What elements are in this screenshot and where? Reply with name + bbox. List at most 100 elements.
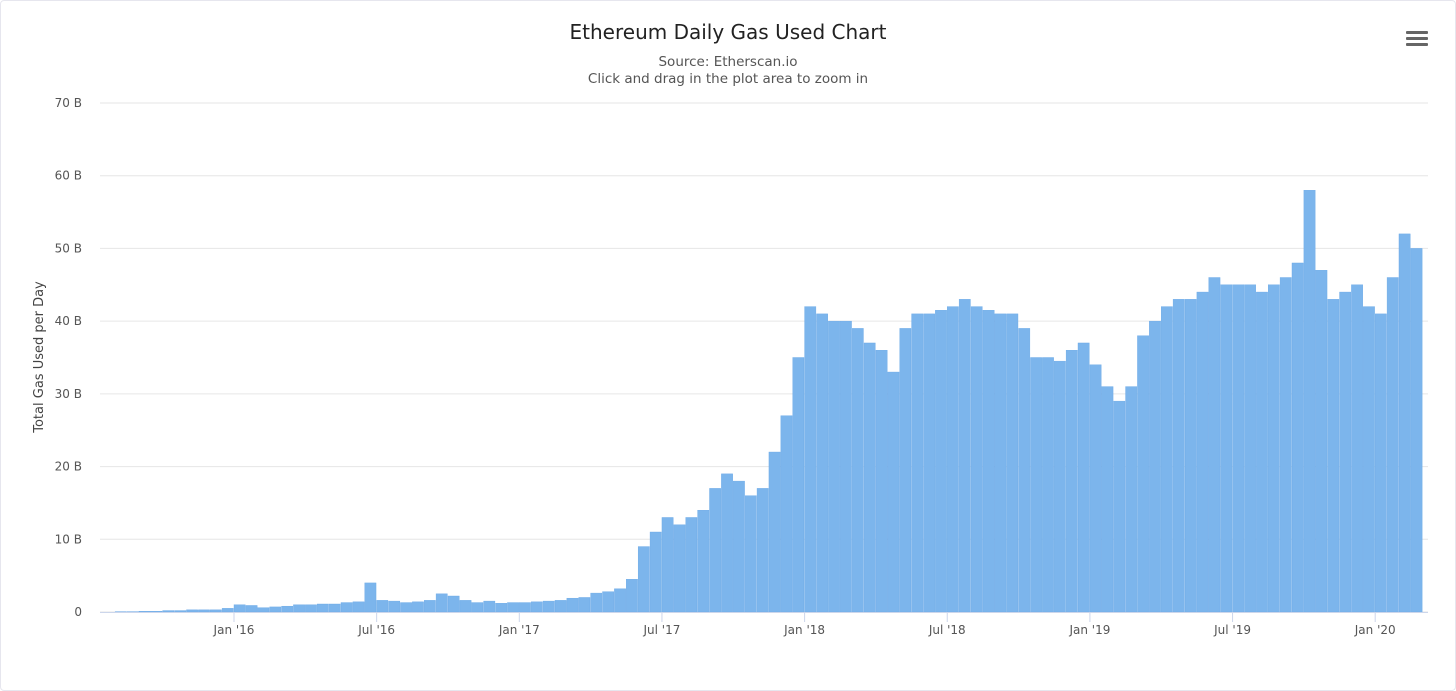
bar[interactable] — [162, 610, 175, 613]
bar[interactable] — [721, 473, 733, 613]
bar[interactable] — [590, 592, 603, 613]
bar[interactable] — [1006, 313, 1019, 613]
bar[interactable] — [935, 310, 947, 613]
bar[interactable] — [471, 602, 484, 613]
bar[interactable] — [257, 607, 270, 613]
bar[interactable] — [1279, 277, 1292, 613]
bar[interactable] — [709, 488, 721, 613]
bar[interactable] — [1030, 357, 1042, 613]
bar[interactable] — [840, 320, 852, 613]
bar[interactable] — [1220, 284, 1233, 613]
bar[interactable] — [1113, 400, 1126, 613]
bar[interactable] — [911, 313, 924, 613]
bar[interactable] — [1101, 386, 1114, 613]
bar[interactable] — [1244, 284, 1256, 613]
bar[interactable] — [1065, 350, 1078, 613]
bar[interactable] — [958, 299, 971, 613]
bar[interactable] — [210, 609, 222, 613]
bar[interactable] — [317, 603, 329, 613]
bar[interactable] — [1077, 342, 1090, 613]
bar[interactable] — [792, 357, 805, 613]
bar[interactable] — [447, 595, 460, 613]
bar[interactable] — [412, 601, 424, 613]
hamburger-menu-icon[interactable] — [1406, 31, 1428, 47]
bar[interactable] — [851, 328, 864, 613]
bar[interactable] — [483, 600, 496, 613]
bar[interactable] — [828, 320, 840, 613]
bar[interactable] — [233, 604, 246, 613]
bar[interactable] — [1137, 335, 1149, 613]
bar[interactable] — [1351, 284, 1363, 613]
bar[interactable] — [923, 313, 935, 613]
bar[interactable] — [1339, 291, 1352, 613]
bar[interactable] — [994, 313, 1007, 613]
bar[interactable] — [744, 495, 757, 613]
bar[interactable] — [293, 604, 305, 613]
bar[interactable] — [186, 609, 198, 613]
bar[interactable] — [970, 306, 983, 613]
bar[interactable] — [1374, 313, 1387, 613]
bar[interactable] — [733, 480, 745, 613]
bar[interactable] — [1291, 262, 1304, 613]
bar[interactable] — [1042, 357, 1054, 613]
bar[interactable] — [1256, 291, 1268, 613]
bar[interactable] — [554, 600, 567, 613]
bar[interactable] — [174, 610, 187, 613]
bar[interactable] — [1386, 277, 1399, 613]
bar[interactable] — [1232, 284, 1245, 613]
bar[interactable] — [1268, 284, 1280, 613]
bar[interactable] — [768, 451, 781, 613]
bar[interactable] — [756, 488, 769, 613]
bar[interactable] — [1018, 328, 1031, 613]
bar[interactable] — [697, 510, 710, 613]
bar[interactable] — [400, 602, 412, 613]
bar[interactable] — [685, 517, 698, 613]
bar[interactable] — [435, 593, 448, 613]
bar[interactable] — [1398, 233, 1411, 613]
bar[interactable] — [899, 328, 912, 613]
bar[interactable] — [649, 531, 662, 613]
bar[interactable] — [1363, 306, 1375, 613]
bar[interactable] — [245, 605, 258, 613]
bar[interactable] — [875, 350, 888, 613]
bar[interactable] — [459, 600, 472, 613]
bar[interactable] — [1303, 190, 1316, 613]
bar[interactable] — [495, 603, 508, 613]
bar[interactable] — [1089, 364, 1102, 613]
bar[interactable] — [863, 342, 876, 613]
bar[interactable] — [626, 579, 638, 613]
bar[interactable] — [887, 371, 900, 613]
bar[interactable] — [566, 597, 579, 613]
bar[interactable] — [530, 601, 543, 613]
bar[interactable] — [542, 600, 555, 613]
bar[interactable] — [673, 524, 686, 613]
bar[interactable] — [661, 517, 674, 613]
bar[interactable] — [614, 588, 626, 613]
bar[interactable] — [519, 602, 531, 613]
bar[interactable] — [1161, 306, 1173, 613]
bar[interactable] — [1208, 277, 1221, 613]
bar[interactable] — [816, 313, 828, 613]
bar[interactable] — [780, 415, 793, 613]
bar[interactable] — [340, 602, 353, 613]
bar[interactable] — [982, 310, 995, 613]
bar[interactable] — [578, 597, 591, 613]
bar[interactable] — [1315, 270, 1328, 613]
bar[interactable] — [1410, 248, 1423, 613]
bar[interactable] — [1125, 386, 1138, 613]
bar[interactable] — [150, 611, 163, 613]
bar[interactable] — [424, 600, 436, 613]
bar[interactable] — [305, 604, 317, 613]
bar[interactable] — [221, 608, 234, 613]
bar[interactable] — [376, 600, 389, 613]
bar[interactable] — [637, 546, 650, 613]
bar[interactable] — [1196, 291, 1209, 613]
bar[interactable] — [804, 306, 817, 613]
bar[interactable] — [602, 591, 615, 613]
bar[interactable] — [947, 306, 959, 613]
bar[interactable] — [269, 606, 282, 613]
bar[interactable] — [328, 603, 341, 613]
bar[interactable] — [1184, 299, 1197, 613]
bar[interactable] — [1172, 299, 1185, 613]
